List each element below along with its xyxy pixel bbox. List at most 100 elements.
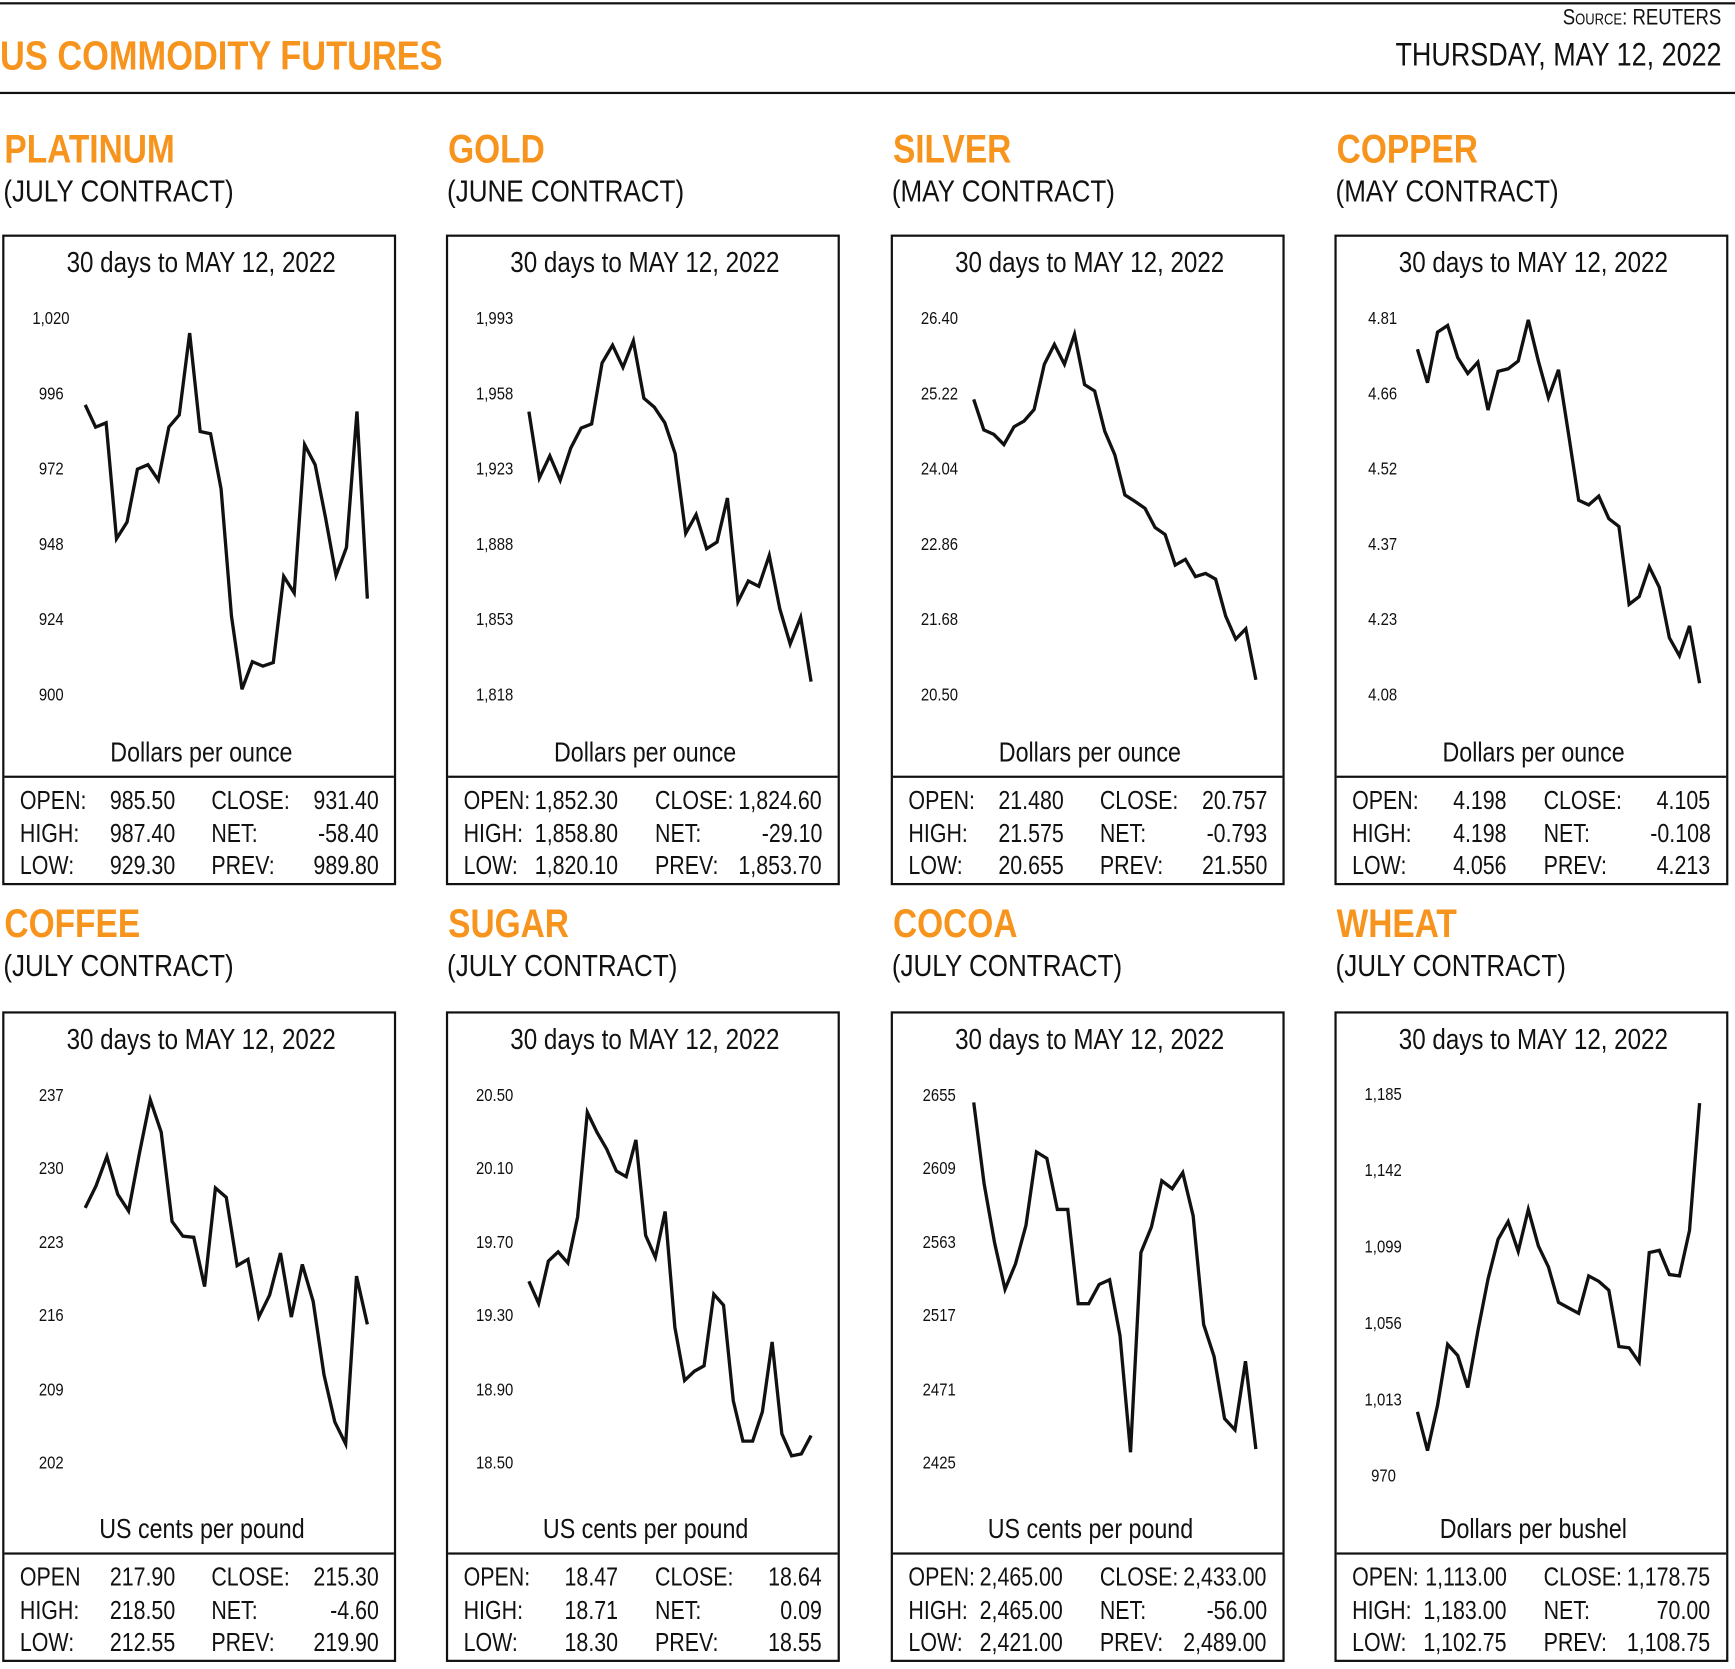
y-tick-text: 972 — [38, 460, 64, 480]
y-tick-label: 1,958 — [461, 385, 527, 405]
y-tick-label: 18.90 — [461, 1380, 527, 1400]
chart-title-text: 30 days to MAY 12, 2022 — [66, 1022, 336, 1056]
open-label: OPEN: — [908, 786, 987, 816]
gold-chart-panel: 30 days to MAY 12, 2022 1,993 1,958 1,923 1,… — [445, 234, 840, 886]
prev-value: 21.550 — [1189, 851, 1267, 881]
coffee-line-chart — [83, 1093, 369, 1451]
close-value: 215.30 — [301, 1562, 378, 1592]
y-tick-text: 996 — [38, 385, 64, 404]
open-value-text: 21.480 — [997, 785, 1064, 815]
low-value: 20.655 — [985, 851, 1063, 881]
y-tick-label: 20.10 — [461, 1160, 527, 1180]
y-tick-label: 1,818 — [461, 686, 527, 706]
net-value-text: -58.40 — [317, 818, 379, 848]
y-tick-text: 20.50 — [475, 1086, 514, 1106]
y-tick-label: 25.22 — [906, 385, 972, 405]
close-label: CLOSE: — [655, 1562, 748, 1592]
silver-chart-panel: 30 days to MAY 12, 2022 26.40 25.22 24.04 22… — [890, 234, 1285, 886]
prev-label-text: PREV: — [211, 1627, 275, 1657]
prev-value-text: 2,489.00 — [1183, 1627, 1267, 1657]
close-label-text: CLOSE: — [655, 785, 734, 815]
unit-label: Dollars per ounce — [1337, 737, 1731, 769]
prev-value-text: 1,853.70 — [738, 850, 823, 880]
open-value: 18.47 — [555, 1562, 619, 1592]
y-tick-text: 1,056 — [1364, 1314, 1402, 1334]
copper-name-text: COPPER — [1336, 126, 1478, 172]
net-label-text: NET: — [1543, 818, 1590, 848]
open-label: OPEN: — [464, 786, 543, 816]
open-value: 1,852.30 — [519, 786, 618, 816]
chart-title-text: 30 days to MAY 12, 2022 — [955, 245, 1225, 279]
low-value-text: 20.655 — [997, 850, 1064, 880]
close-label-text: CLOSE: — [1543, 785, 1622, 815]
report-date-text: THURSDAY, MAY 12, 2022 — [1395, 37, 1722, 74]
y-tick-label: 2471 — [906, 1380, 972, 1400]
gold-name-text: GOLD — [448, 126, 545, 172]
prev-label: PREV: — [1100, 1628, 1175, 1658]
y-tick-text: 970 — [1370, 1467, 1396, 1487]
y-tick-text: 4.81 — [1368, 309, 1398, 329]
y-tick-label: 4.81 — [1350, 310, 1416, 330]
high-label-text: HIGH: — [463, 1595, 524, 1625]
unit-label: US cents per pound — [893, 1514, 1287, 1546]
close-label-text: CLOSE: — [655, 1562, 734, 1592]
prev-label-text: PREV: — [1543, 1627, 1607, 1657]
low-label: LOW: — [1352, 1628, 1417, 1658]
y-tick-label: 223 — [18, 1234, 84, 1254]
chart-title: 30 days to MAY 12, 2022 — [4, 1022, 398, 1056]
y-tick-text: 21.68 — [920, 610, 959, 630]
copper-price-line — [1415, 319, 1702, 684]
stats-divider — [4, 1552, 394, 1555]
silver-contract-text: (MAY CONTRACT) — [891, 173, 1115, 209]
y-tick-text: 4.08 — [1368, 686, 1398, 705]
y-tick-label: 24.04 — [906, 460, 972, 480]
y-tick-text: 237 — [38, 1086, 64, 1106]
coffee-name: COFFEE — [4, 901, 166, 947]
low-label-text: LOW: — [463, 1627, 518, 1657]
cocoa-contract: (JULY CONTRACT) — [892, 948, 1166, 983]
y-tick-text: 2471 — [922, 1380, 956, 1400]
y-tick-label: 1,020 — [18, 310, 84, 330]
y-tick-label: 20.50 — [906, 686, 972, 706]
low-label-text: LOW: — [908, 850, 963, 880]
low-label: LOW: — [20, 851, 85, 881]
platinum-price-line — [83, 332, 370, 690]
y-tick-text: 4.66 — [1368, 385, 1398, 404]
y-tick-text: 1,013 — [1364, 1390, 1402, 1410]
y-tick-text: 1,818 — [475, 686, 514, 705]
y-tick-label: 202 — [18, 1454, 84, 1474]
low-value: 929.30 — [97, 851, 174, 881]
low-label-text: LOW: — [908, 1627, 963, 1657]
close-label: CLOSE: — [1544, 786, 1637, 816]
wheat-contract: (JULY CONTRACT) — [1336, 948, 1610, 983]
open-label-text: OPEN: — [463, 1562, 531, 1592]
high-label-text: HIGH: — [19, 818, 80, 848]
y-tick-text: 4.37 — [1368, 535, 1398, 555]
close-label-text: CLOSE: — [1543, 1562, 1622, 1592]
net-label-text: NET: — [1099, 818, 1147, 848]
sugar-line-chart — [527, 1106, 813, 1458]
cocoa-contract-text: (JULY CONTRACT) — [891, 948, 1123, 983]
chart-title: 30 days to MAY 12, 2022 — [893, 1022, 1287, 1056]
close-label: CLOSE: — [211, 786, 304, 816]
open-value-text: 985.50 — [109, 785, 175, 815]
high-value-text: 1,183.00 — [1423, 1595, 1508, 1625]
y-tick-label: 4.52 — [1350, 460, 1416, 480]
net-value: -58.40 — [306, 818, 379, 849]
prev-label: PREV: — [655, 1628, 730, 1658]
y-tick-text: 1,853 — [475, 610, 514, 630]
close-value-text: 931.40 — [313, 785, 379, 815]
y-tick-text: 900 — [38, 686, 64, 705]
y-tick-label: 4.37 — [1350, 536, 1416, 556]
open-value-text: 217.90 — [109, 1562, 175, 1592]
low-label-text: LOW: — [463, 850, 518, 880]
low-label-text: LOW: — [19, 1627, 75, 1657]
coffee-contract-text: (JULY CONTRACT) — [3, 948, 234, 983]
open-label: OPEN: — [1352, 1562, 1431, 1592]
high-label: HIGH: — [1352, 1596, 1423, 1626]
close-label: CLOSE: — [211, 1562, 304, 1592]
low-value-text: 1,820.10 — [535, 850, 619, 880]
prev-value: 4.213 — [1647, 851, 1711, 881]
y-tick-label: 18.50 — [461, 1454, 527, 1474]
close-value-text: 18.64 — [768, 1562, 823, 1592]
